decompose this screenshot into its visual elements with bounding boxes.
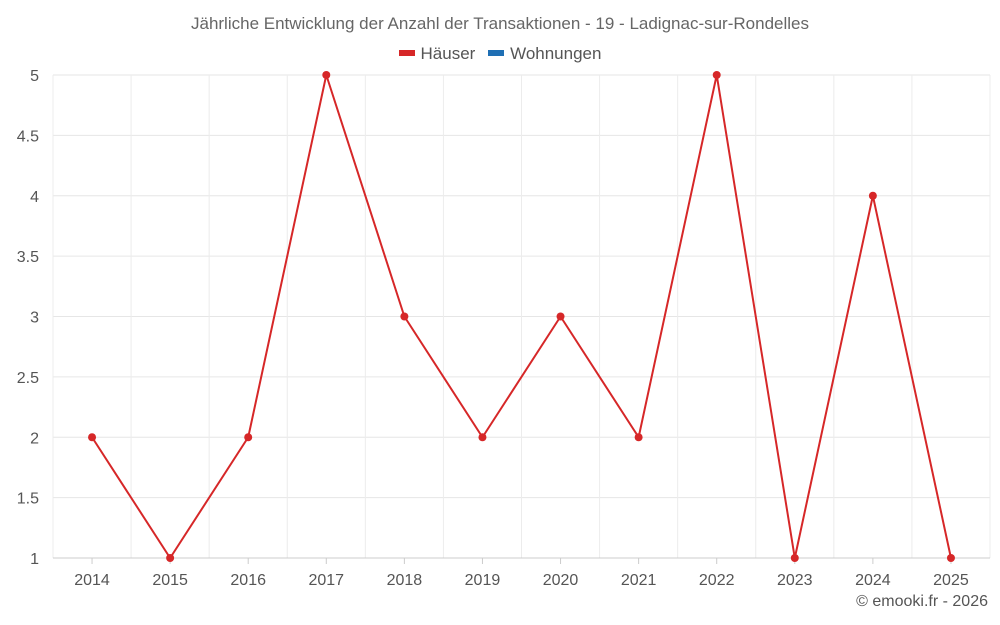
- legend-item-wohnungen[interactable]: Wohnungen: [488, 44, 601, 64]
- x-tick-label: 2020: [543, 572, 579, 589]
- data-point[interactable]: [868, 191, 877, 200]
- data-point[interactable]: [946, 554, 955, 562]
- x-tick-label: 2015: [152, 572, 188, 589]
- y-tick-label: 3.5: [17, 249, 39, 266]
- x-tick-label: 2023: [777, 572, 813, 589]
- data-point[interactable]: [790, 554, 799, 562]
- y-tick-label: 1.5: [17, 491, 39, 508]
- data-point[interactable]: [322, 71, 331, 79]
- x-tick-label: 2018: [387, 572, 423, 589]
- data-point[interactable]: [244, 433, 253, 442]
- legend-swatch-haeuser: [398, 49, 415, 56]
- series-layer: [88, 71, 955, 562]
- legend-label-wohnungen: Wohnungen: [510, 44, 602, 63]
- legend-item-haeuser[interactable]: Häuser: [398, 44, 476, 64]
- data-point[interactable]: [400, 312, 409, 321]
- series-line-haeuser: [91, 74, 952, 559]
- y-tick-label: 2.5: [17, 370, 39, 387]
- x-tick-label: 2019: [465, 572, 501, 589]
- x-tick-label: 2017: [308, 572, 344, 589]
- y-tick-label: 1: [30, 551, 39, 568]
- data-point[interactable]: [556, 312, 565, 321]
- x-tick-label: 2016: [230, 572, 266, 589]
- legend-swatch-wohnungen: [488, 49, 505, 56]
- credit-text: © emooki.fr - 2026: [856, 593, 988, 610]
- chart-title: Jährliche Entwicklung der Anzahl der Tra…: [190, 14, 809, 33]
- grid: [52, 74, 991, 559]
- y-tick-label: 4: [30, 189, 39, 206]
- legend-label-haeuser: Häuser: [420, 44, 476, 63]
- x-tick-label: 2024: [855, 572, 891, 589]
- data-point[interactable]: [478, 433, 487, 442]
- data-point[interactable]: [88, 433, 97, 442]
- y-tick-label: 2: [30, 430, 39, 447]
- y-tick-label: 4.5: [17, 128, 39, 145]
- y-tick-label: 3: [30, 310, 39, 327]
- legend: Häuser Wohnungen: [0, 44, 1000, 64]
- axes: 1 1.5 2 2.5 3 3.5 4 4.5 5 2014 2015 2016 2017 2018 201…: [17, 68, 990, 589]
- data-point[interactable]: [712, 71, 721, 79]
- x-tick-label: 2014: [74, 572, 110, 589]
- x-tick-label: 2022: [699, 572, 735, 589]
- data-point[interactable]: [634, 433, 643, 442]
- y-tick-label: 5: [30, 68, 39, 85]
- x-tick-label: 2025: [933, 572, 969, 589]
- x-tick-label: 2021: [621, 572, 657, 589]
- data-point[interactable]: [166, 554, 175, 562]
